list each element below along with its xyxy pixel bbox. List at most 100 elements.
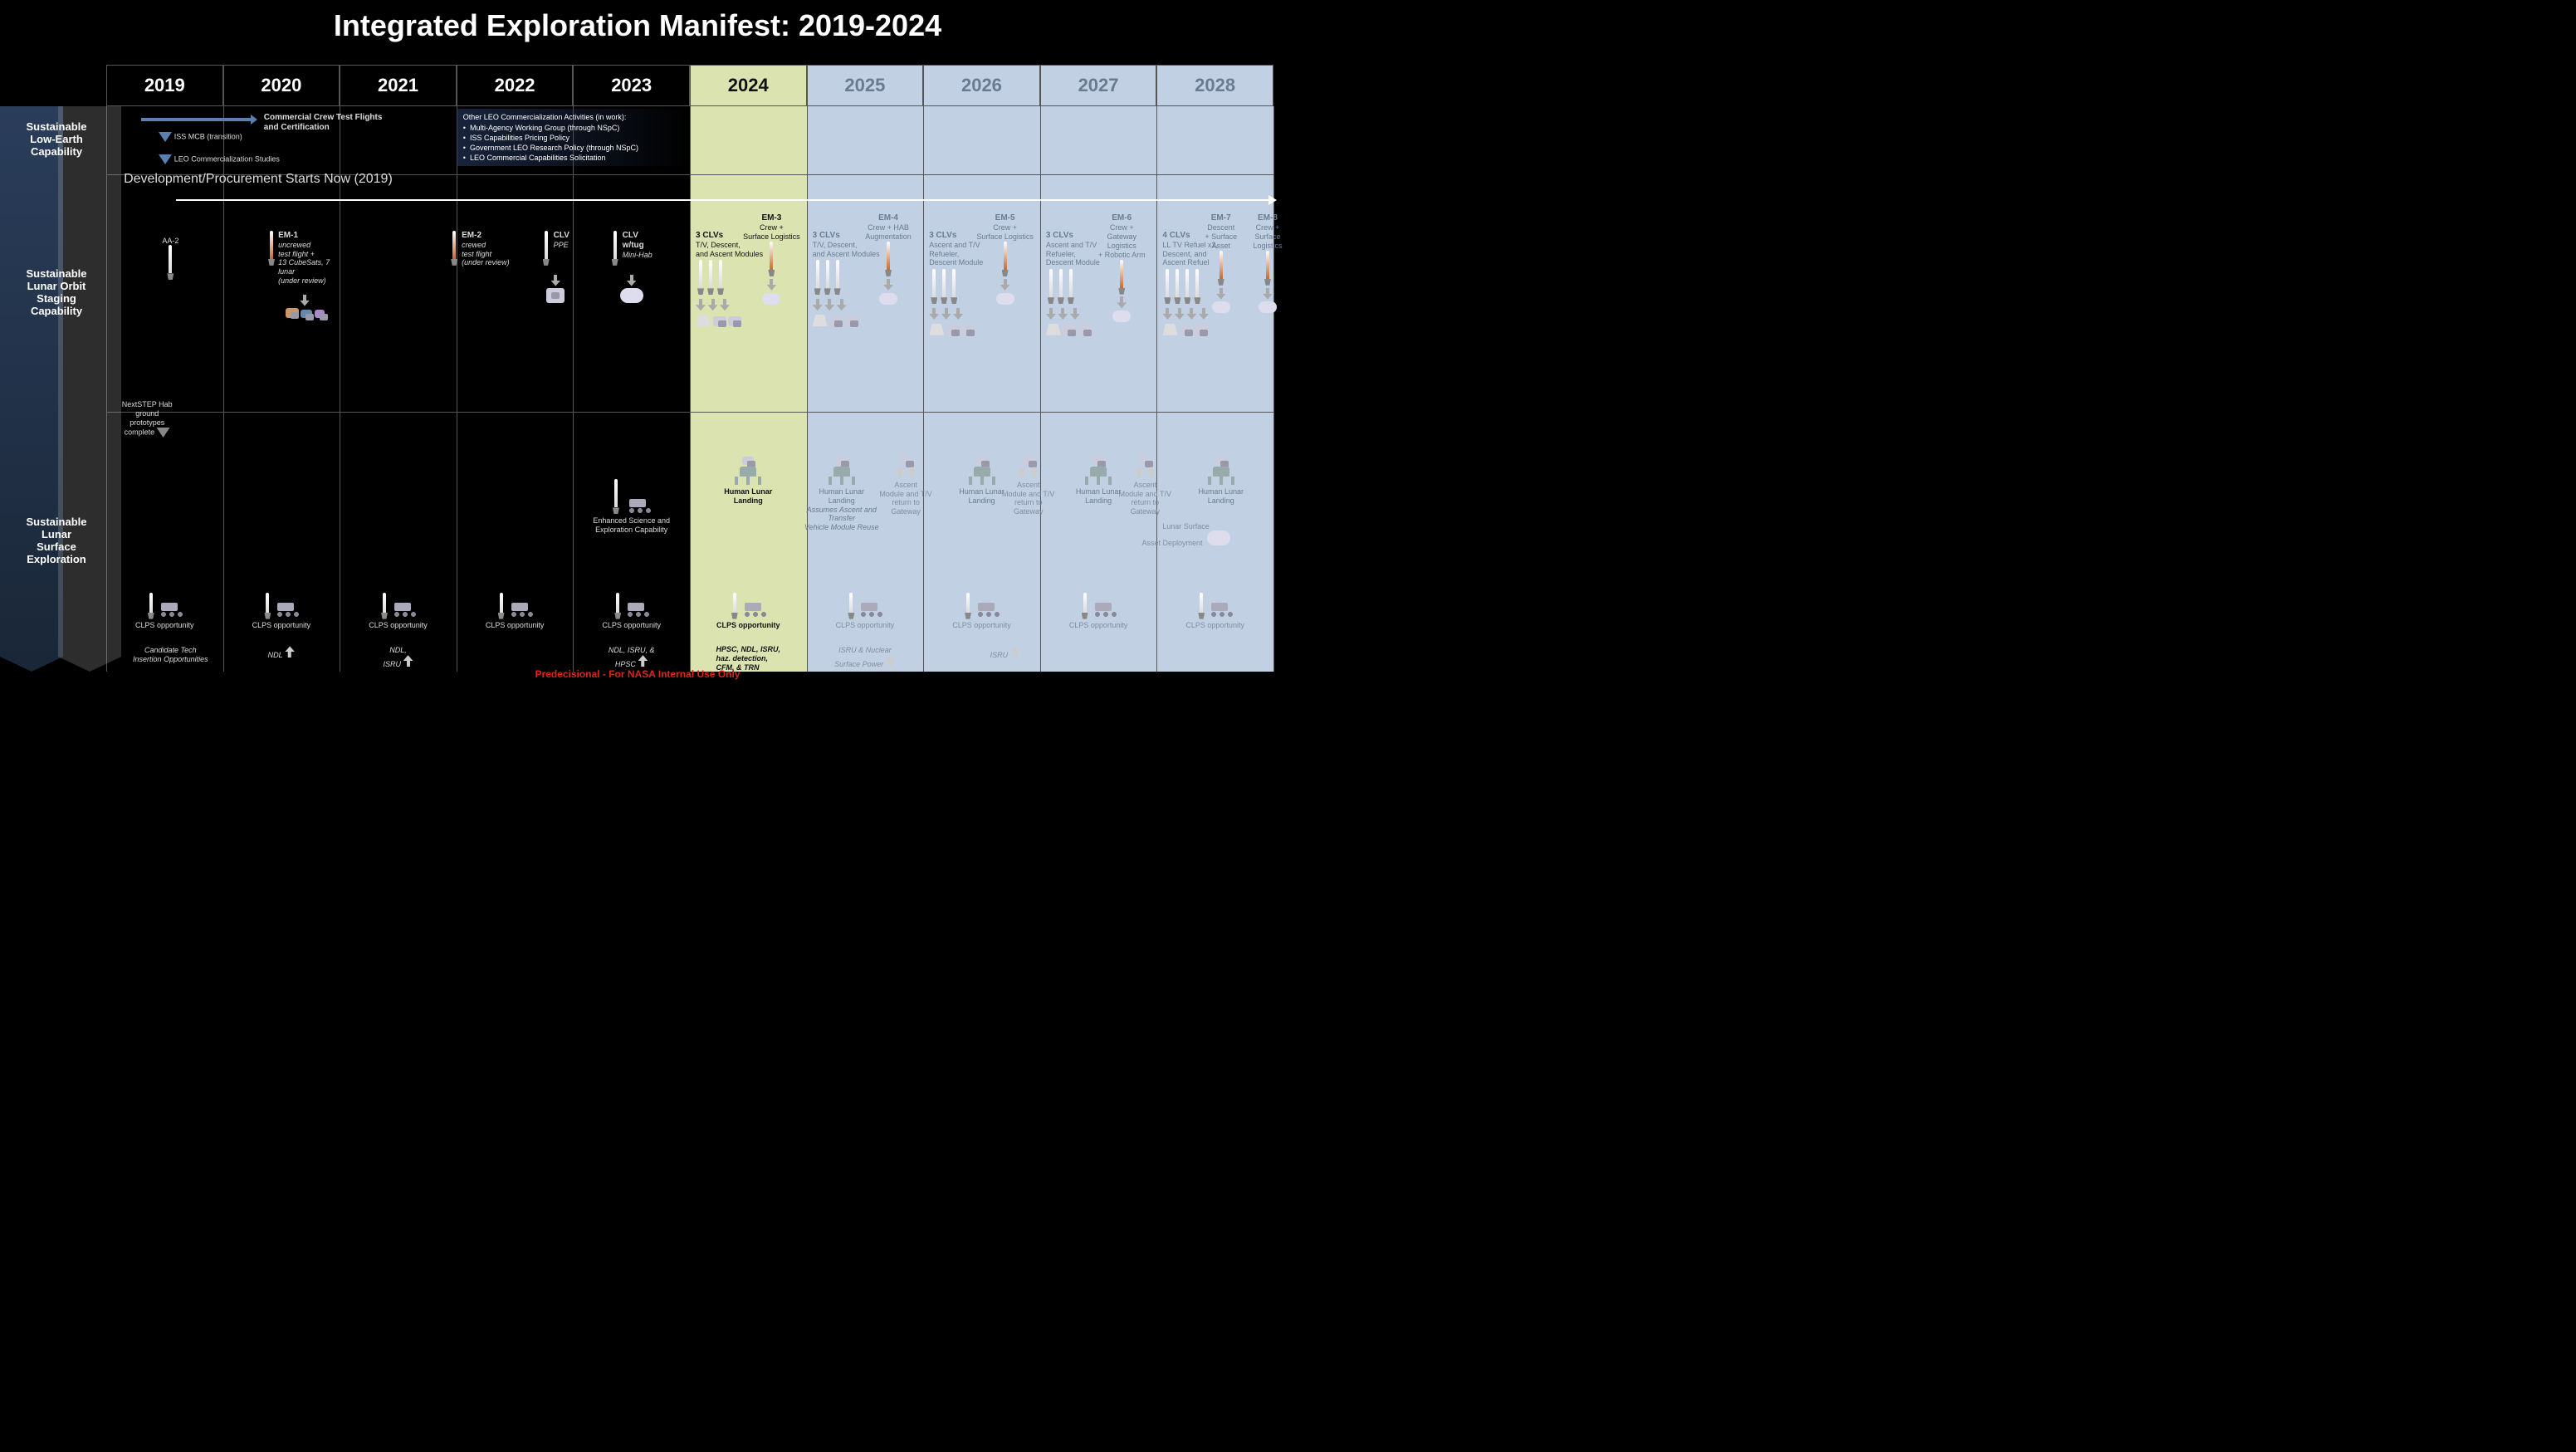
mission-sub: Crew +Surface Logistics <box>743 223 800 241</box>
ascent-module-icon <box>901 457 911 464</box>
clps-label: CLPS opportunity <box>1069 621 1128 630</box>
ascent-return-label: AscentModule and T/Vreturn toGateway <box>1002 481 1054 516</box>
rocket-icon <box>147 593 155 618</box>
ascent-module-icon <box>742 457 754 465</box>
arrow-up-icon <box>1134 467 1144 478</box>
surface-asset-icon <box>1207 530 1230 545</box>
enhanced-sci-label: Enhanced Science andExploration Capabili… <box>593 516 670 534</box>
ascent-module-icon <box>1024 457 1034 464</box>
tech-insertion-item: ISRU & NuclearSurface Power <box>834 646 892 668</box>
sls-rocket-icon <box>1001 242 1009 276</box>
year-header: 2023 <box>573 65 690 106</box>
capsule-icon <box>1162 324 1177 335</box>
year-header: 2024 <box>690 65 807 106</box>
mission-title: EM-8 <box>1258 213 1278 222</box>
clv-group-title: 3 CLVs <box>929 231 956 240</box>
logistics-module-icon <box>1259 301 1277 313</box>
aa2-label: AA-2 <box>162 237 178 245</box>
rocket-icon <box>267 231 275 266</box>
mission-title: EM-2 <box>462 231 481 240</box>
tech-insertion-item: NDL <box>268 651 283 659</box>
human-landing-label: Human LunarLanding <box>819 487 864 505</box>
clps-lander-icon <box>274 603 299 618</box>
ascent-module-icon <box>1140 457 1150 464</box>
clps-label: CLPS opportunity <box>486 621 545 630</box>
year-header: 2020 <box>223 65 340 106</box>
lunar-lander-icon <box>827 467 857 485</box>
clps-label: CLPS opportunity <box>135 621 194 630</box>
clps-lander-icon <box>975 603 1000 618</box>
module-icon <box>1078 325 1092 335</box>
clps-lander-icon <box>1208 603 1233 618</box>
rover-icon <box>626 499 651 514</box>
clv-group-title: 3 CLVs <box>813 231 840 240</box>
ascent-return-label: AscentModule and T/Vreturn toGateway <box>1119 481 1171 516</box>
ascent-module-icon <box>976 457 988 465</box>
clps-lander-icon <box>391 603 416 618</box>
sls-rocket-icon <box>767 242 775 276</box>
ppe-module-icon <box>546 288 565 303</box>
capsule-icon <box>929 324 944 335</box>
module-icon <box>1180 325 1193 335</box>
leo-activities-box: Other LEO Commercialization Activities (… <box>457 109 690 166</box>
year-header: 2028 <box>1156 65 1273 106</box>
clps-label: CLPS opportunity <box>252 621 311 630</box>
human-landing-label: Human LunarLanding <box>1076 487 1122 505</box>
rocket-icon <box>1047 269 1055 304</box>
arrow-up-icon <box>403 655 413 667</box>
rocket-icon <box>612 479 620 514</box>
rocket-icon <box>1183 269 1191 304</box>
arrow-up-icon <box>1029 467 1039 478</box>
clps-lander-icon <box>1092 603 1117 618</box>
clps-label: CLPS opportunity <box>952 621 1011 630</box>
clps-lander-icon <box>741 603 766 618</box>
rocket-icon <box>697 260 705 295</box>
lunar-lander-icon <box>733 467 763 485</box>
logistics-module-icon <box>996 293 1014 305</box>
row-header: SustainableLunarSurfaceExploration <box>7 412 106 672</box>
year-header: 2027 <box>1040 65 1157 106</box>
clv-group-title: 4 CLVs <box>1162 231 1190 240</box>
rocket-icon <box>380 593 389 618</box>
sls-rocket-icon <box>1117 260 1126 295</box>
rocket-icon <box>450 231 458 266</box>
lsa-label: Lunar SurfaceAsset Deployment <box>1142 522 1210 548</box>
logistics-module-icon <box>1112 310 1131 322</box>
rocket-icon <box>814 260 822 295</box>
grid-body: Commercial Crew Test Flightsand Certific… <box>106 106 1273 672</box>
year-header: 2021 <box>340 65 457 106</box>
human-landing-label: Human LunarLanding <box>959 487 1004 505</box>
row-header: SustainableLunar OrbitStagingCapability <box>7 174 106 412</box>
clv-group-title: 3 CLVs <box>1046 231 1073 240</box>
module-icon <box>845 316 858 326</box>
lunar-lander-icon <box>1206 467 1236 485</box>
sls-rocket-icon <box>884 242 892 276</box>
year-header: 2019 <box>106 65 223 106</box>
rocket-icon <box>950 269 958 304</box>
ascent-return-label: AscentModule and T/Vreturn toGateway <box>879 481 931 516</box>
mission-title: CLV <box>554 231 569 240</box>
arrow-up-icon <box>895 467 905 478</box>
rocket-icon <box>833 260 842 295</box>
mission-title: EM-3 <box>761 213 781 222</box>
logistics-module-icon <box>879 293 897 305</box>
module-icon <box>961 325 975 335</box>
clps-lander-icon <box>508 603 533 618</box>
mission-title: EM-5 <box>995 213 1015 222</box>
module-icon <box>946 325 960 335</box>
logistics-module-icon <box>762 293 780 305</box>
rocket-icon <box>166 245 174 280</box>
mission-sub: uncrewedtest flight +13 CubeSats, 7 luna… <box>278 241 330 285</box>
rocket-icon <box>542 231 550 266</box>
module-icon <box>728 316 741 326</box>
clps-lander-icon <box>158 603 183 618</box>
rocket-icon <box>1163 269 1171 304</box>
capsule-icon <box>1046 324 1061 335</box>
rocket-icon <box>1197 593 1205 618</box>
module-icon <box>713 316 726 326</box>
mission-sub: Mini-Hab <box>623 251 653 259</box>
arrow-up-icon <box>907 467 917 478</box>
page-title: Integrated Exploration Manifest: 2019-20… <box>0 0 1275 48</box>
clps-label: CLPS opportunity <box>1185 621 1244 630</box>
clps-label: CLPS opportunity <box>369 621 428 630</box>
